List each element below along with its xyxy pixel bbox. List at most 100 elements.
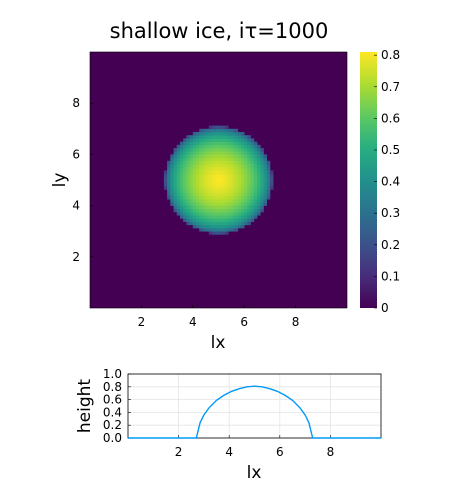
heatmap-cell: [218, 215, 223, 219]
heatmap-cell: [221, 224, 226, 229]
heatmap-cell: [179, 196, 184, 200]
heatmap-cell: [221, 189, 226, 194]
heatmap-cell: [253, 164, 258, 168]
heatmap-cell: [263, 176, 268, 181]
heatmap-cell: [260, 170, 264, 174]
heatmap-cell: [163, 170, 168, 174]
heatmap-cell: [176, 205, 181, 210]
heatmap-cell: [205, 180, 210, 184]
heatmap-cell: [250, 164, 255, 168]
heatmap-cell: [250, 186, 255, 190]
heatmap-cell: [240, 208, 245, 213]
heatmap-cell: [257, 208, 261, 213]
heatmap-cell: [205, 164, 210, 168]
heatmap-cell: [263, 167, 268, 171]
heatmap-cell: [221, 138, 226, 142]
heatmap-cell: [176, 151, 181, 155]
heatmap-cell: [205, 157, 210, 162]
heatmap-cell: [231, 180, 235, 184]
heatmap-cell: [218, 228, 223, 232]
heatmap-cell: [196, 138, 200, 142]
heatmap-cell: [208, 173, 213, 178]
heatmap-y-ticks: 2 4 6 8: [72, 96, 93, 264]
heatmap-cell: [215, 148, 219, 152]
heatmap-cell: [189, 164, 194, 168]
heatmap-cell: [179, 176, 184, 181]
colorbar-tick-label: 0: [381, 301, 389, 315]
heatmap-cell: [257, 180, 261, 184]
heatmap-cell: [250, 218, 255, 222]
heatmap-cell: [176, 180, 181, 184]
heatmap-cell: [170, 157, 174, 162]
heatmap-cell: [205, 176, 210, 181]
heatmap-cell: [231, 215, 235, 219]
heatmap-cell: [183, 173, 187, 178]
heatmap-cell: [218, 224, 223, 229]
heatmap-cell: [263, 183, 268, 187]
heatmap-cell: [234, 228, 239, 232]
heatmap-cell: [253, 170, 258, 174]
heatmap-cell: [247, 215, 251, 219]
heatmap-cell: [179, 205, 184, 210]
heatmap-cell: [231, 144, 235, 149]
heatmap-cell: [257, 176, 261, 181]
heatmap-cell: [208, 180, 213, 184]
heatmap-cell: [196, 202, 200, 206]
heatmap-cell: [215, 164, 219, 168]
heatmap-cell: [266, 173, 271, 178]
heatmap-cell: [218, 218, 223, 222]
heatmap-cell: [199, 218, 203, 222]
heatmap-cell: [196, 160, 200, 165]
heatmap-cell: [228, 144, 232, 149]
heatmap-cell: [215, 192, 219, 197]
heatmap-cell: [218, 157, 223, 162]
heatmap-cell: [237, 173, 242, 178]
heatmap-cell: [234, 202, 239, 206]
heatmap-cell: [250, 192, 255, 197]
heatmap-cell: [173, 154, 178, 158]
heatmap-cell: [257, 186, 261, 190]
heatmap-cell: [237, 215, 242, 219]
heatmap-cell: [253, 199, 258, 203]
heatmap-cell: [260, 186, 264, 190]
heatmap-cell: [212, 151, 216, 155]
heatmap-cell: [240, 218, 245, 222]
heatmap-cell: [208, 224, 213, 229]
heatmap-cell: [202, 135, 206, 139]
heatmap-cell: [247, 138, 251, 142]
heatmap-cell: [247, 167, 251, 171]
heatmap-cell: [244, 199, 248, 203]
colorbar: 0 0.1 0.2 0.3 0.4 0.5 0.6 0.7 0.8: [360, 48, 400, 315]
heatmap-cell: [183, 138, 187, 142]
heatmap-cell: [189, 170, 194, 174]
heatmap-cell: [189, 151, 194, 155]
heatmap-x-tick-label: 2: [138, 315, 146, 329]
heatmap-cell: [202, 157, 206, 162]
heatmap-cell: [186, 144, 190, 149]
heatmap-cell: [176, 164, 181, 168]
heatmap-cell: [250, 183, 255, 187]
heatmap-cell: [240, 154, 245, 158]
heatmap-cell: [221, 208, 226, 213]
heatmap-cell: [224, 135, 229, 139]
heatmap-cell: [221, 176, 226, 181]
heatmap-cell: [173, 173, 178, 178]
heatmap-cell: [260, 160, 264, 165]
heatmap-cell: [215, 141, 219, 146]
heatmap-cell: [192, 135, 197, 139]
heatmap-cell: [179, 160, 184, 165]
heatmap-cell: [183, 196, 187, 200]
heatmap-cell: [221, 144, 226, 149]
heatmap-cell: [173, 148, 178, 152]
heatmap-cell: [183, 167, 187, 171]
heatmap-cell: [221, 151, 226, 155]
heatmap-cell: [212, 189, 216, 194]
heatmap-cell: [183, 215, 187, 219]
heatmap-cell: [186, 221, 190, 226]
heatmap-cell: [228, 132, 232, 136]
heatmap-cell: [253, 157, 258, 162]
heatmap-cell: [179, 154, 184, 158]
heatmap-cell: [199, 164, 203, 168]
heatmap-cell: [163, 183, 168, 187]
heatmap-cell: [199, 167, 203, 171]
